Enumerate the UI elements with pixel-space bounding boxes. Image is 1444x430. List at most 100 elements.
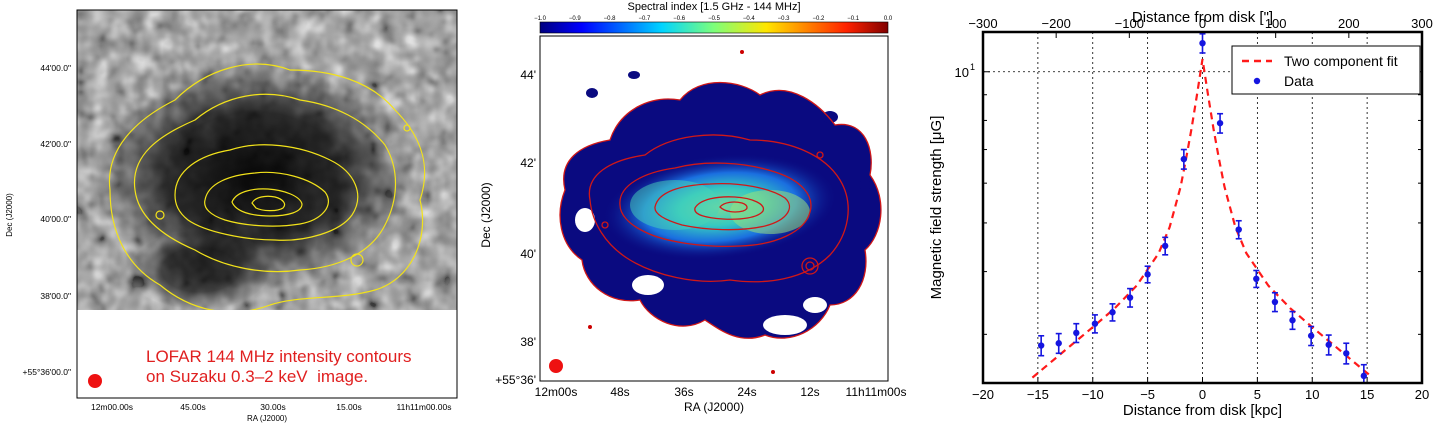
xray-figure: 12m00.00s 45.00s 30.00s 15.00s 11h11m00.… [5, 9, 458, 423]
xray-ra-tick: 15.00s [336, 402, 362, 412]
xray-dec-label: Dec (J2000) [5, 193, 14, 237]
spectral-ra-label: RA (J2000) [684, 400, 744, 414]
xray-caption-line2: on Suzaku 0.3–2 keV image. [146, 367, 369, 386]
spectral-contours [559, 81, 882, 339]
y-axis-label: Magnetic field strength [μG] [928, 116, 945, 300]
data-point [1144, 271, 1151, 278]
data-point [1091, 320, 1099, 327]
xray-dec-tick: 40'00.0" [40, 214, 71, 224]
x-tick-label: 15 [1360, 387, 1374, 402]
spectral-figure: Spectral index [1.5 GHz - 144 MHz] −1.0 … [479, 1, 907, 414]
beam-marker [88, 374, 102, 388]
lofar-contours [108, 63, 426, 310]
data-point [1216, 119, 1224, 127]
spectral-dec-ticks: 44' 42' 40' 38' +55°36' [495, 68, 536, 387]
bfield-panel: −20 −15 −10 −5 0 5 10 15 20 −300 −200 −100 0 100 200 30… [920, 0, 1444, 425]
data-point [1055, 340, 1062, 347]
x2-axis-label: Distance from disk ["] [1132, 9, 1273, 26]
data-point [1073, 329, 1080, 337]
x-tick-label: −5 [1140, 387, 1155, 402]
x-tick-label: 5 [1254, 387, 1261, 402]
x2-tick-label: −200 [1042, 16, 1071, 31]
x2-tick-label: 0 [1199, 16, 1206, 31]
spectral-ra-tick: 12m00s [535, 385, 578, 399]
fit-curve-line [1031, 58, 1374, 379]
bfield-chart: −20 −15 −10 −5 0 5 10 15 20 −300 −200 −100 0 100 200 30… [928, 9, 1433, 419]
data-point [1161, 242, 1169, 250]
colorbar-tick: −0.3 [778, 16, 791, 22]
spectral-ra-tick: 48s [610, 385, 629, 399]
colorbar-tick: −0.2 [812, 16, 825, 22]
x2-tick-label: −300 [968, 16, 997, 31]
spectral-ra-tick: 11h11m00s [846, 385, 907, 399]
colorbar-tick: −0.8 [604, 16, 617, 22]
data-point [1289, 317, 1296, 324]
legend-data-swatch [1253, 77, 1261, 85]
xray-dec-tick: 44'00.0" [40, 63, 71, 73]
x-tick-label: −10 [1082, 387, 1104, 402]
data-point [1199, 39, 1206, 47]
colorbar [539, 21, 889, 34]
x-axis-label: Distance from disk [kpc] [1123, 402, 1282, 419]
x-tick-label: 20 [1415, 387, 1429, 402]
xray-ra-tick: 12m00.00s [91, 402, 133, 412]
spectral-dec-tick: 40' [520, 247, 536, 261]
x2-tick-label: −100 [1115, 16, 1144, 31]
data-point [1126, 294, 1134, 301]
data-point [1343, 350, 1350, 357]
colorbar-tick: 0.0 [884, 16, 893, 22]
colorbar-title: Spectral index [1.5 GHz - 144 MHz] [627, 1, 800, 13]
spectral-dec-tick: 44' [520, 68, 536, 82]
colorbar-ticks: −1.0 −0.9 −0.8 −0.7 −0.6 −0.5 −0.4 −0.3 … [534, 16, 893, 22]
colorbar-tick: −0.4 [743, 16, 756, 22]
data-point [1235, 226, 1242, 233]
spectral-ra-ticks: 12m00s 48s 36s 24s 12s 11h11m00s [535, 385, 907, 399]
x2-tick-label: 300 [1411, 16, 1433, 31]
xray-dec-tick: +55°36'00.0" [23, 367, 71, 377]
spectral-dec-tick: +55°36' [495, 373, 536, 387]
xray-caption-line1: LOFAR 144 MHz intensity contours [146, 347, 412, 366]
data-point [1360, 372, 1368, 380]
data-point [1109, 309, 1116, 316]
y-tick-exponent: 1 [970, 62, 975, 72]
x-tick-label: 0 [1199, 387, 1206, 402]
colorbar-tick: −0.9 [569, 16, 582, 22]
data-point [1037, 342, 1045, 349]
spectral-ra-tick: 36s [674, 385, 693, 399]
spectral-dec-tick: 42' [520, 156, 536, 170]
x-tick-label: −20 [972, 387, 994, 402]
spectral-ra-tick: 12s [800, 385, 819, 399]
spectral-beam-marker [549, 359, 563, 373]
xray-ra-tick: 45.00s [180, 402, 206, 412]
xray-ra-tick: 30.00s [260, 402, 286, 412]
data-point [1325, 341, 1332, 348]
legend-box [1231, 45, 1421, 95]
data-point [1180, 155, 1188, 163]
xray-ra-label: RA (J2000) [247, 414, 287, 423]
data-point [1307, 332, 1315, 339]
xray-image [77, 10, 457, 310]
x-tick-label: 10 [1305, 387, 1319, 402]
legend-data-label: Data [1284, 73, 1314, 89]
data-point [1271, 298, 1279, 306]
y-tick-label: 10 [955, 65, 969, 80]
xray-panel: 12m00.00s 45.00s 30.00s 15.00s 11h11m00.… [0, 0, 470, 425]
plot-frame [981, 30, 1424, 385]
x2-tick-label: 200 [1338, 16, 1360, 31]
xray-dec-tick: 42'00.0" [40, 139, 71, 149]
colorbar-tick: −1.0 [534, 16, 547, 22]
x2-tick-label: 100 [1265, 16, 1287, 31]
xray-dec-tick: 38'00.0" [40, 291, 71, 301]
colorbar-tick: −0.5 [708, 16, 721, 22]
colorbar-tick: −0.7 [638, 16, 651, 22]
data-point [1253, 275, 1260, 283]
spectral-panel: Spectral index [1.5 GHz - 144 MHz] −1.0 … [470, 0, 920, 425]
x-tick-label: −15 [1027, 387, 1049, 402]
xray-ra-tick: 11h11m00.00s [397, 402, 452, 412]
colorbar-tick: −0.1 [847, 16, 860, 22]
xray-dec-ticks: 44'00.0" 42'00.0" 40'00.0" 38'00.0" +55°… [23, 63, 71, 377]
spectral-dec-label: Dec (J2000) [479, 182, 493, 247]
spectral-dec-tick: 38' [520, 335, 536, 349]
spectral-ra-tick: 24s [737, 385, 756, 399]
xray-ra-ticks: 12m00.00s 45.00s 30.00s 15.00s 11h11m00.… [91, 402, 452, 412]
